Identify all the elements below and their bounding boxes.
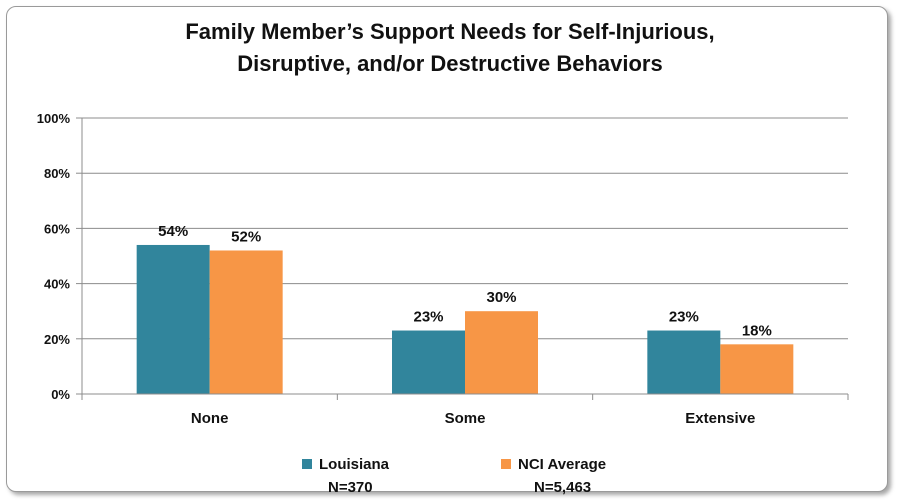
- chart-title-line-2: Disruptive, and/or Destructive Behaviors: [237, 51, 663, 76]
- y-tick-label: 20%: [44, 332, 70, 347]
- y-tick-label: 100%: [37, 111, 71, 126]
- legend-n-label: N=5,463: [534, 479, 591, 496]
- x-tick-label: Some: [445, 410, 486, 427]
- x-tick-label: None: [191, 410, 229, 427]
- legend: Louisiana N=370 NCI Average N=5,463: [302, 456, 606, 496]
- y-tick-label: 40%: [44, 277, 70, 292]
- legend-label: NCI Average: [518, 456, 606, 473]
- bar: [465, 311, 538, 394]
- bar: [392, 330, 465, 394]
- data-label: 23%: [413, 309, 443, 326]
- data-label: 30%: [486, 289, 516, 306]
- data-label: 18%: [742, 322, 772, 339]
- legend-n-label: N=370: [328, 479, 373, 496]
- bar: [720, 344, 794, 394]
- y-tick-label: 80%: [44, 166, 70, 181]
- y-tick-label: 60%: [44, 221, 70, 236]
- data-label: 23%: [669, 309, 699, 326]
- y-tick-label: 0%: [51, 387, 70, 402]
- legend-swatch: [302, 459, 312, 469]
- bar: [647, 330, 721, 394]
- legend-label: Louisiana: [319, 456, 390, 473]
- y-axis: 0% 20% 40% 60% 80% 100%: [37, 111, 83, 402]
- chart-title-line-1: Family Member’s Support Needs for Self-I…: [185, 19, 715, 44]
- data-label: 52%: [231, 228, 261, 245]
- bar: [136, 244, 210, 394]
- x-axis: None Some Extensive: [81, 393, 849, 427]
- legend-swatch: [501, 459, 511, 469]
- bars: 54% 52% 23% 30% 23% 18%: [136, 223, 794, 394]
- data-label: 54%: [158, 223, 188, 240]
- bar: [209, 250, 283, 394]
- chart-title: Family Member’s Support Needs for Self-I…: [0, 16, 900, 80]
- x-tick-label: Extensive: [685, 410, 755, 427]
